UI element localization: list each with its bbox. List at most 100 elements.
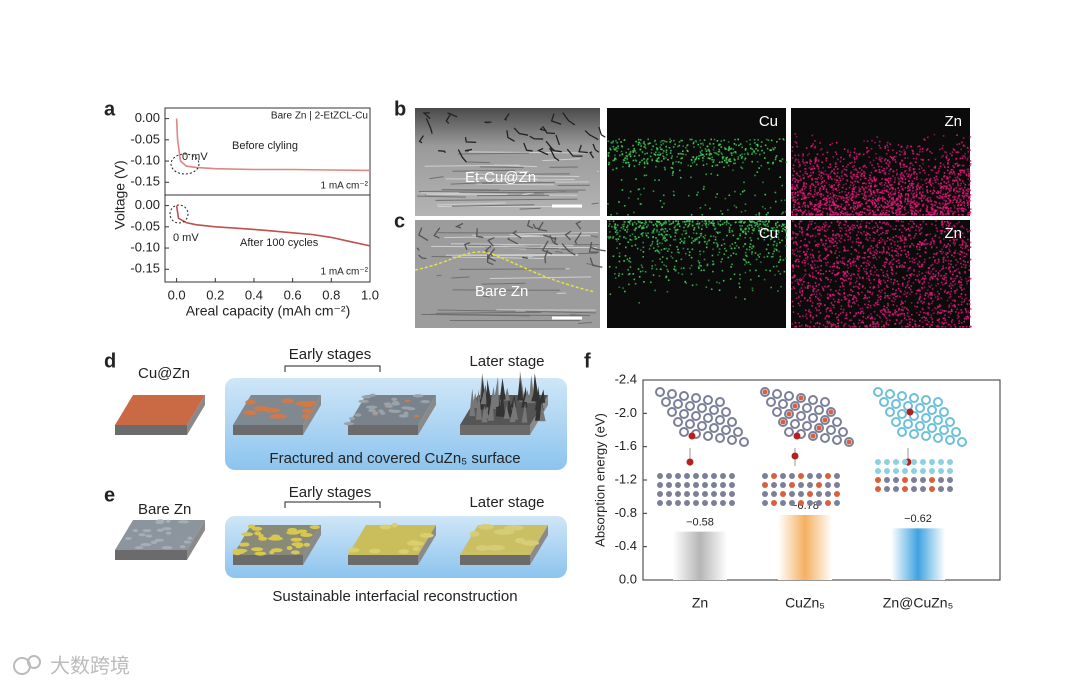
sem-crack [588, 241, 599, 253]
eds-dot [937, 324, 939, 327]
eds-dot [828, 315, 830, 318]
eds-dot [843, 247, 846, 249]
eds-dot [775, 200, 777, 203]
eds-dot [634, 235, 636, 238]
eds-dot [873, 179, 876, 181]
eds-dot [859, 171, 861, 174]
eds-dot [954, 225, 956, 228]
eds-dot [926, 198, 929, 200]
eds-dot [937, 274, 940, 277]
eds-dot [818, 214, 820, 216]
eds-dot [879, 227, 881, 230]
sem-texture [467, 161, 491, 164]
eds-dot [896, 199, 898, 201]
eds-dot [865, 226, 867, 229]
eds-dot [727, 256, 730, 259]
eds-dot [651, 158, 653, 161]
eds-dot [943, 275, 946, 277]
eds-dot [817, 159, 820, 161]
eds-dot [746, 152, 749, 154]
eds-dot [928, 293, 931, 296]
eds-dot [920, 300, 923, 303]
eds-dot [868, 227, 871, 229]
eds-dot [892, 201, 895, 204]
eds-dot [782, 259, 785, 261]
eds-dot [819, 303, 822, 306]
eds-dot [936, 214, 938, 216]
eds-dot [868, 205, 870, 207]
eds-dot [853, 295, 856, 297]
eds-dot [876, 301, 879, 304]
eds-dot [933, 294, 936, 296]
eds-dot [699, 253, 701, 256]
eds-dot [857, 206, 859, 208]
eds-dot [840, 197, 843, 200]
eds-dot [961, 244, 963, 246]
eds-dot [853, 165, 855, 167]
eds-dot [745, 227, 747, 230]
eds-dot [926, 148, 929, 150]
eds-dot [712, 263, 715, 265]
eds-dot [940, 196, 943, 199]
eds-dot [751, 289, 754, 292]
eds-dot [942, 257, 945, 259]
eds-dot [937, 183, 940, 185]
eds-dot [965, 277, 967, 280]
eds-dot [892, 228, 894, 230]
eds-dot [968, 168, 970, 171]
eds-dot [707, 157, 710, 159]
eds-dot [780, 285, 782, 288]
eds-dot [757, 254, 759, 256]
eds-dot [823, 229, 826, 232]
eds-dot [626, 157, 628, 160]
eds-dot [846, 294, 849, 297]
eds-dot [741, 190, 744, 193]
eds-dot [961, 157, 964, 159]
eds-dot [661, 256, 664, 258]
eds-dot [897, 259, 900, 261]
eds-dot [951, 168, 954, 171]
eds-dot [888, 177, 890, 180]
eds-dot [913, 214, 915, 216]
eds-dot [612, 140, 614, 143]
eds-dot [762, 221, 765, 223]
eds-dot [656, 224, 658, 227]
eds-dot [807, 210, 810, 213]
eds-dot [817, 208, 820, 211]
eds-dot [682, 153, 685, 155]
eds-dot [853, 257, 855, 260]
eds-dot [875, 199, 877, 202]
eds-dot [733, 247, 736, 249]
eds-dot [906, 314, 909, 317]
eds-dot [934, 165, 937, 168]
eds-dot [714, 164, 717, 167]
eds-dot [889, 205, 891, 207]
eds-dot [893, 312, 896, 315]
eds-dot [809, 311, 812, 314]
eds-dot [877, 206, 879, 209]
eds-dot [874, 195, 877, 197]
eds-dot [803, 162, 805, 164]
eds-dot [695, 157, 698, 160]
eds-dot [911, 184, 913, 187]
eds-dot [857, 322, 860, 324]
eds-dot [691, 284, 694, 287]
eds-dot [705, 226, 708, 228]
eds-dot [804, 164, 807, 167]
eds-dot [890, 194, 893, 196]
eds-dot [878, 256, 881, 259]
eds-dot [793, 276, 795, 278]
eds-dot [878, 194, 880, 197]
eds-dot [857, 201, 860, 204]
eds-dot [901, 176, 903, 179]
eds-dot [656, 249, 658, 251]
eds-dot [871, 179, 874, 182]
eds-dot [714, 238, 717, 241]
eds-dot [937, 197, 940, 199]
eds-dot [720, 152, 723, 154]
eds-dot [858, 293, 860, 296]
eds-dot [876, 208, 878, 211]
eds-dot [677, 153, 680, 155]
eds-dot [880, 237, 882, 239]
eds-dot [810, 214, 812, 216]
